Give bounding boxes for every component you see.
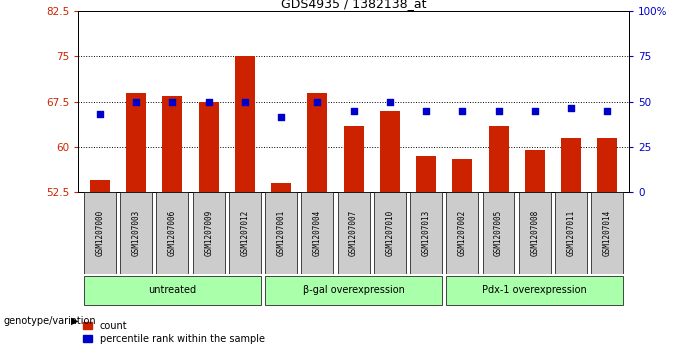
Bar <box>555 192 587 274</box>
Bar <box>525 150 545 192</box>
Text: GSM1207009: GSM1207009 <box>204 210 213 256</box>
Point <box>239 99 250 105</box>
Text: GSM1207010: GSM1207010 <box>386 210 394 256</box>
Text: GSM1207012: GSM1207012 <box>241 210 250 256</box>
Text: GSM1207011: GSM1207011 <box>566 210 575 256</box>
Bar <box>265 276 442 305</box>
Bar <box>452 159 473 192</box>
Bar <box>156 192 188 274</box>
Point <box>493 108 504 114</box>
Point <box>203 99 214 105</box>
Text: GSM1207001: GSM1207001 <box>277 210 286 256</box>
Text: GSM1207008: GSM1207008 <box>530 210 539 256</box>
Bar <box>90 180 110 192</box>
Point <box>566 105 577 111</box>
Bar <box>235 56 255 192</box>
Bar <box>374 192 406 274</box>
Bar <box>597 138 617 192</box>
Point <box>131 99 141 105</box>
Bar <box>410 192 442 274</box>
Bar <box>120 192 152 274</box>
Text: GSM1207000: GSM1207000 <box>95 210 105 256</box>
Text: GSM1207004: GSM1207004 <box>313 210 322 256</box>
Point <box>529 108 540 114</box>
Point <box>167 99 178 105</box>
Text: GSM1207013: GSM1207013 <box>422 210 430 256</box>
Legend: count, percentile rank within the sample: count, percentile rank within the sample <box>83 321 265 344</box>
Text: GSM1207014: GSM1207014 <box>602 210 612 256</box>
Text: GSM1207002: GSM1207002 <box>458 210 466 256</box>
Bar <box>519 192 551 274</box>
Text: GSM1207007: GSM1207007 <box>349 210 358 256</box>
Bar <box>265 192 297 274</box>
Text: genotype/variation: genotype/variation <box>3 316 96 326</box>
Bar <box>301 192 333 274</box>
Text: GSM1207003: GSM1207003 <box>132 210 141 256</box>
Point <box>348 108 359 114</box>
Bar <box>84 192 116 274</box>
Bar <box>489 126 509 192</box>
Text: β-gal overexpression: β-gal overexpression <box>303 285 405 295</box>
Bar <box>380 111 400 192</box>
Text: GSM1207005: GSM1207005 <box>494 210 503 256</box>
Bar <box>343 126 364 192</box>
Title: GDS4935 / 1382138_at: GDS4935 / 1382138_at <box>281 0 426 10</box>
Text: untreated: untreated <box>148 285 197 295</box>
Bar <box>192 192 224 274</box>
Bar <box>163 95 182 192</box>
Point <box>384 99 395 105</box>
Bar <box>338 192 369 274</box>
Bar <box>229 192 261 274</box>
Bar <box>126 93 146 192</box>
Bar <box>592 192 623 274</box>
Bar <box>84 276 261 305</box>
Point <box>457 108 468 114</box>
Point <box>95 111 105 117</box>
Bar <box>483 192 515 274</box>
Text: Pdx-1 overexpression: Pdx-1 overexpression <box>482 285 587 295</box>
Text: GSM1207006: GSM1207006 <box>168 210 177 256</box>
Text: ▶: ▶ <box>71 316 79 326</box>
Point <box>312 99 323 105</box>
Bar <box>271 183 291 192</box>
Bar <box>446 192 478 274</box>
Bar <box>561 138 581 192</box>
Bar <box>307 93 327 192</box>
Point <box>602 108 613 114</box>
Bar <box>446 276 623 305</box>
Point <box>421 108 432 114</box>
Point <box>275 114 286 120</box>
Bar <box>416 156 436 192</box>
Bar <box>199 102 218 192</box>
